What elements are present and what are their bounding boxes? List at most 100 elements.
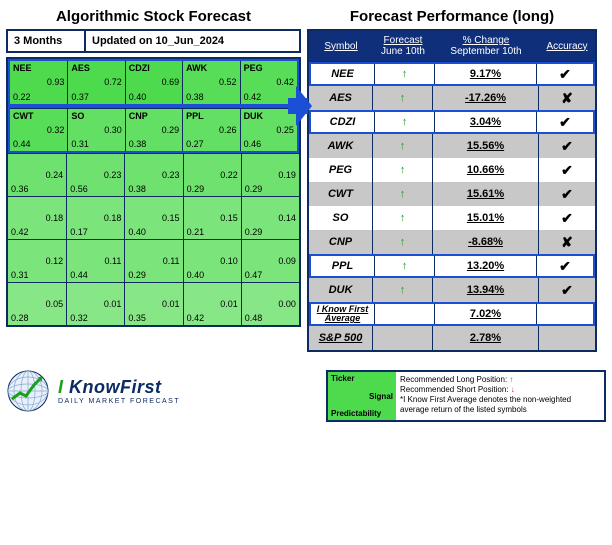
pred-value: 0.40 [187,270,205,280]
signal-value: 0.23 [104,170,122,180]
heatmap-row: 0.120.310.110.440.110.290.100.400.090.47 [8,239,299,282]
hdr-symbol: Symbol [324,41,357,52]
perf-header: Symbol Forecast June 10th % Change Septe… [309,31,595,62]
perf-row: AWK↑15.56%✔ [309,134,595,158]
left-subhead: 3 Months Updated on 10_Jun_2024 [6,29,301,53]
heatmap-row: 0.240.360.230.560.230.380.220.290.190.29 [8,153,299,196]
pred-value: 0.22 [13,92,31,102]
heatmap-cell: 0.220.29 [183,153,241,196]
pred-value: 0.38 [128,184,146,194]
logo: I KnowFirst DAILY MARKET FORECAST [6,369,180,413]
signal-value: 0.25 [276,125,294,135]
hdr-change: % Change [437,35,535,46]
heatmap-cell: SO0.300.31 [67,108,124,151]
row-change: -8.68% [433,230,539,254]
row-symbol: PEG [309,158,373,182]
updated-label: Updated on 10_Jun_2024 [86,31,299,51]
heatmap-cell: AES0.720.37 [67,61,124,104]
legend-long: Recommended Long Position: [400,375,507,384]
signal-value: 0.11 [163,256,180,266]
heatmap-cell: 0.12 0.31 [8,239,66,282]
pred-value: 0.29 [128,270,146,280]
row-change: 10.66% [433,158,539,182]
heatmap-cell: 0.180.17 [66,196,124,239]
pred-value: 0.35 [128,313,146,323]
pred-value: 0.42 [11,227,29,237]
ticker-label: AWK [186,63,207,73]
heatmap-cell: CDZI0.690.40 [125,61,182,104]
legend-ticker: Ticker [331,374,393,383]
up-arrow-icon: ↑ [509,375,513,384]
heatmap-cell: DUK0.250.46 [240,108,297,151]
avg-change: 7.02% [435,304,537,324]
row-accuracy: ✔ [539,182,595,206]
legend-short: Recommended Short Position: [400,385,509,394]
ticker-label: NEE [13,63,32,73]
heatmap-cell: CNP0.290.38 [125,108,182,151]
pred-value: 0.32 [70,313,88,323]
heatmap-cell: 0.050.28 [8,282,66,325]
ticker-label: DUK [244,111,264,121]
heatmap-cell: 0.010.35 [124,282,182,325]
period-label: 3 Months [8,31,86,51]
heatmap-cell: PPL0.260.27 [182,108,239,151]
perf-row: CNP↑-8.68%✘ [309,230,595,254]
perf-row: DUK↑13.94%✔ [309,278,595,302]
pred-value: 0.42 [244,92,262,102]
arrow-up-icon: ↑ [402,116,408,128]
pred-value: 0.29 [245,184,263,194]
row-symbol: CDZI [311,112,375,132]
pred-value: 0.38 [186,92,204,102]
logo-tagline: DAILY MARKET FORECAST [58,398,180,405]
row-change: 15.56% [433,134,539,158]
signal-value: 0.12 [46,256,64,266]
logo-brand: I KnowFirst [58,377,180,398]
signal-value: 0.18 [46,213,64,223]
perf-row: NEE↑9.17%✔ [309,62,595,86]
row-symbol: PPL [311,256,375,276]
pred-value: 0.44 [13,139,31,149]
ticker-label: CNP [129,111,148,121]
arrow-up-icon: ↑ [402,260,408,272]
row-accuracy: ✘ [539,86,595,110]
heatmap-cell: 0.230.38 [124,153,182,196]
heatmap-cell: 0.140.29 [241,196,299,239]
perf-row: CWT↑15.61%✔ [309,182,595,206]
heatmap-cell: 0.000.48 [241,282,299,325]
pred-value: 0.42 [187,313,205,323]
ticker-label: PEG [244,63,263,73]
perf-row: CDZI↑3.04%✔ [309,110,595,134]
heatmap-row: NEE0.930.22AES0.720.37CDZI0.690.40AWK0.5… [8,59,299,106]
signal-value: 0.01 [220,299,238,309]
row-sp500: S&P 500 2.78% [309,326,595,350]
pred-value: 0.44 [70,270,88,280]
arrow-up-icon: ↑ [400,164,406,176]
row-change: 9.17% [435,64,537,84]
pred-value: 0.29 [187,184,205,194]
signal-value: 0.01 [104,299,122,309]
signal-value: 0.09 [278,256,296,266]
perf-table: Symbol Forecast June 10th % Change Septe… [307,29,597,352]
heatmap-cell: 0.150.40 [124,196,182,239]
row-average: I Know First Average 7.02% [309,302,595,326]
heatmap-cell: 0.18 0.42 [8,196,66,239]
row-symbol: CNP [309,230,373,254]
ticker-label: CDZI [129,63,150,73]
row-symbol: AWK [309,134,373,158]
row-symbol: NEE [311,64,375,84]
pred-value: 0.31 [11,270,29,280]
signal-value: 0.29 [162,125,180,135]
heatmap-cell: NEE0.930.22 [10,61,67,104]
pred-value: 0.21 [187,227,205,237]
pred-value: 0.17 [70,227,88,237]
signal-value: 0.69 [162,77,180,87]
legend-pred: Predictability [331,409,393,418]
heatmap-cell: AWK0.520.38 [182,61,239,104]
row-accuracy: ✔ [539,158,595,182]
row-symbol: AES [309,86,373,110]
row-change: 13.94% [433,278,539,302]
arrow-up-icon: ↑ [400,284,406,296]
pred-value: 0.37 [71,92,89,102]
globe-icon [6,369,50,413]
row-accuracy: ✔ [539,278,595,302]
